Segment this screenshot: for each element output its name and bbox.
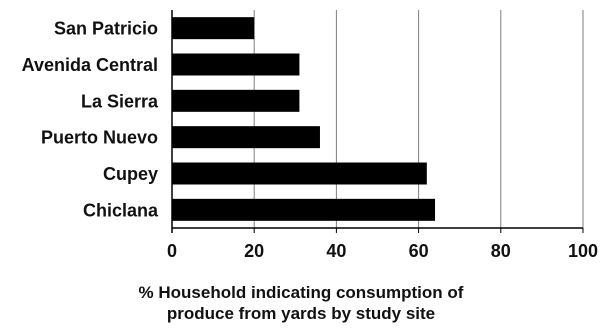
x-tick-labels: 0 20 40 60 80 100 bbox=[167, 241, 598, 261]
x-axis-title-line-2: produce from yards by study site bbox=[166, 304, 436, 323]
bar-la-sierra bbox=[172, 89, 300, 112]
category-labels: San Patricio Avenida Central La Sierra Puer… bbox=[22, 19, 159, 221]
category-label: Avenida Central bbox=[22, 55, 158, 75]
bar-chiclana bbox=[172, 198, 436, 221]
x-tick-label: 0 bbox=[167, 241, 177, 261]
gridlines bbox=[171, 10, 584, 233]
bars bbox=[172, 17, 436, 221]
category-label: La Sierra bbox=[81, 91, 159, 111]
x-tick-label: 20 bbox=[244, 241, 264, 261]
x-tick-label: 80 bbox=[491, 241, 511, 261]
category-label: Chiclana bbox=[83, 200, 159, 220]
x-tick-label: 60 bbox=[409, 241, 429, 261]
category-label: San Patricio bbox=[54, 19, 158, 39]
x-tick-label: 40 bbox=[326, 241, 346, 261]
x-tick-label: 100 bbox=[568, 241, 598, 261]
bar-avenida-central bbox=[172, 53, 300, 76]
bar-puerto-nuevo bbox=[172, 126, 320, 149]
bar-san-patricio bbox=[172, 17, 255, 40]
category-label: Cupey bbox=[103, 164, 158, 184]
bar-cupey bbox=[172, 162, 427, 185]
category-label: Puerto Nuevo bbox=[41, 128, 158, 148]
x-axis-title-line-1: % Household indicating consumption of bbox=[138, 283, 464, 302]
